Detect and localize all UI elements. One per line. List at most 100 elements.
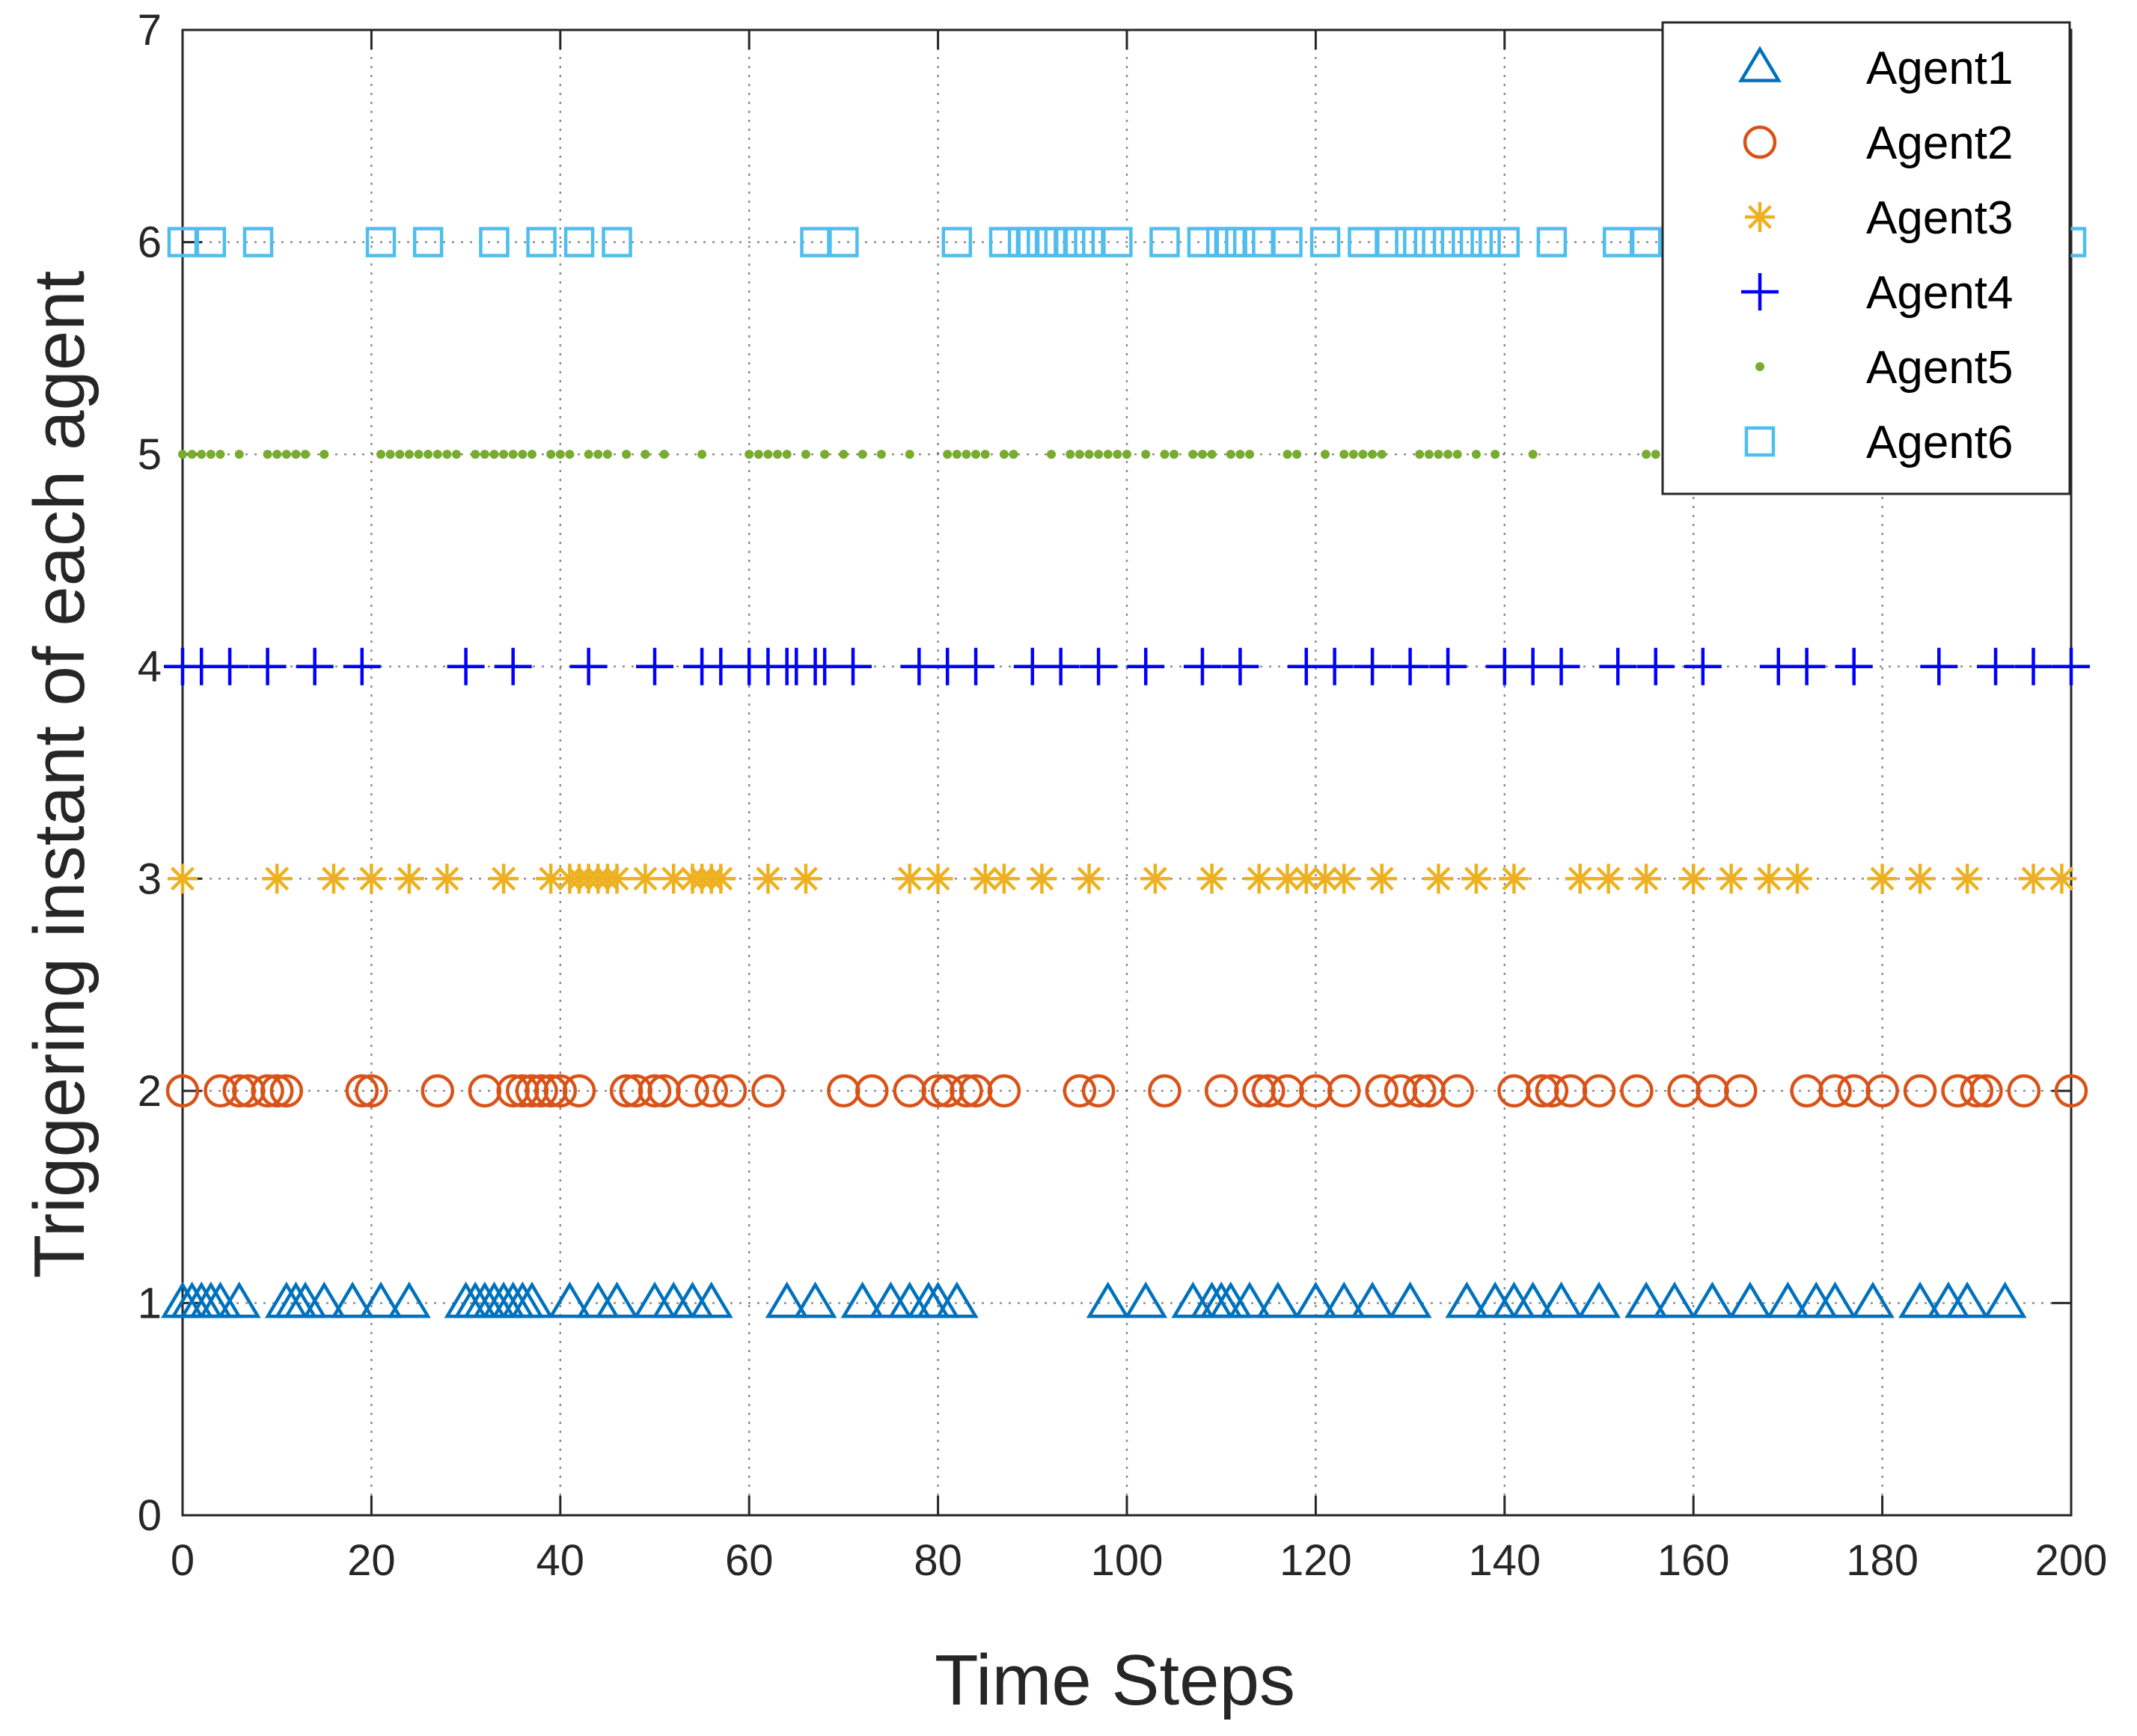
data-point bbox=[782, 450, 792, 459]
data-point bbox=[1066, 450, 1075, 459]
data-point bbox=[489, 450, 499, 459]
data-point bbox=[211, 647, 249, 685]
data-point bbox=[1027, 864, 1057, 894]
data-point bbox=[790, 864, 821, 894]
legend-box bbox=[1661, 21, 2071, 495]
data-point bbox=[2046, 864, 2077, 894]
data-point bbox=[1471, 450, 1481, 459]
legend-item: Agent1 bbox=[1738, 43, 2014, 94]
data-point bbox=[234, 450, 244, 459]
data-point bbox=[1321, 450, 1330, 459]
data-point bbox=[1113, 450, 1122, 459]
data-point bbox=[1432, 227, 1464, 257]
data-point bbox=[248, 647, 287, 685]
data-point bbox=[480, 450, 489, 459]
data-point bbox=[1728, 1281, 1772, 1318]
data-point bbox=[988, 864, 1019, 894]
data-point bbox=[343, 647, 381, 685]
data-point bbox=[206, 450, 215, 459]
data-point bbox=[1204, 1074, 1238, 1108]
data-point bbox=[840, 1281, 884, 1318]
data-point bbox=[414, 450, 424, 459]
data-point bbox=[395, 450, 405, 459]
data-point bbox=[1599, 647, 1637, 685]
data-point bbox=[1388, 1281, 1432, 1318]
data-point bbox=[987, 1074, 1021, 1108]
data-point bbox=[1593, 864, 1624, 894]
data-point bbox=[526, 227, 557, 257]
data-point bbox=[1423, 864, 1454, 894]
x-tick-label: 140 bbox=[1468, 1536, 1541, 1585]
data-point bbox=[1960, 1074, 1994, 1108]
data-point bbox=[1905, 864, 1936, 894]
data-point bbox=[394, 864, 424, 894]
legend-marker bbox=[1744, 426, 1776, 457]
data-point bbox=[636, 647, 673, 685]
data-point bbox=[508, 450, 518, 459]
data-point bbox=[1429, 647, 1467, 685]
data-point bbox=[251, 1074, 284, 1108]
data-point bbox=[217, 1281, 261, 1318]
data-point bbox=[1122, 450, 1131, 459]
x-tick-label: 60 bbox=[725, 1536, 774, 1585]
data-point bbox=[1536, 227, 1568, 257]
data-point bbox=[1377, 450, 1387, 459]
data-point bbox=[1489, 227, 1520, 257]
y-tick-label: 5 bbox=[138, 430, 162, 479]
data-point bbox=[706, 864, 736, 894]
data-point bbox=[857, 450, 867, 459]
y-tick-label: 4 bbox=[138, 643, 162, 691]
x-tick-label: 100 bbox=[1091, 1536, 1164, 1585]
data-point bbox=[1309, 227, 1341, 257]
data-point bbox=[957, 647, 995, 685]
data-point bbox=[751, 1074, 785, 1108]
data-point bbox=[263, 450, 272, 459]
legend-marker bbox=[1743, 125, 1777, 159]
data-point bbox=[1141, 450, 1151, 459]
data-point bbox=[301, 450, 311, 459]
data-point bbox=[595, 1281, 639, 1318]
data-point bbox=[894, 864, 925, 894]
data-point bbox=[2018, 864, 2049, 894]
data-point bbox=[562, 1074, 596, 1108]
data-point bbox=[242, 227, 274, 257]
data-point bbox=[1226, 450, 1235, 459]
data-point bbox=[424, 450, 433, 459]
data-point bbox=[697, 450, 707, 459]
data-point bbox=[962, 450, 971, 459]
data-point bbox=[2052, 647, 2090, 685]
data-point bbox=[638, 1074, 672, 1108]
data-point bbox=[1620, 1074, 1654, 1108]
data-point bbox=[2007, 1074, 2041, 1108]
data-point bbox=[365, 227, 397, 257]
data-point bbox=[1376, 227, 1407, 257]
y-tick-label: 0 bbox=[138, 1491, 162, 1540]
data-point bbox=[548, 1281, 592, 1318]
data-point bbox=[1813, 1281, 1857, 1318]
data-point bbox=[1391, 647, 1429, 685]
legend-item: Agent2 bbox=[1743, 117, 2014, 169]
data-point bbox=[1782, 864, 1813, 894]
legend-label: Agent5 bbox=[1866, 342, 2014, 394]
legend-item: Agent3 bbox=[1745, 192, 2014, 244]
data-point bbox=[1678, 864, 1709, 894]
data-point bbox=[1221, 647, 1259, 685]
data-point bbox=[510, 1281, 554, 1318]
x-tick-label: 180 bbox=[1846, 1536, 1919, 1585]
data-point bbox=[659, 450, 669, 459]
data-point bbox=[941, 227, 973, 257]
data-point bbox=[793, 1281, 837, 1318]
data-point bbox=[345, 1074, 379, 1108]
data-point bbox=[1415, 450, 1425, 459]
data-point bbox=[2054, 1074, 2088, 1108]
data-point bbox=[291, 450, 301, 459]
data-point bbox=[165, 1074, 200, 1108]
data-point bbox=[1365, 1074, 1398, 1108]
legend-label: Agent2 bbox=[1866, 117, 2014, 169]
y-axis-label: Triggering instant of each agent bbox=[19, 271, 100, 1279]
data-point bbox=[1160, 450, 1170, 459]
data-point bbox=[494, 647, 532, 685]
data-point bbox=[318, 864, 349, 894]
x-tick-label: 20 bbox=[347, 1536, 396, 1585]
data-point bbox=[1282, 450, 1292, 459]
